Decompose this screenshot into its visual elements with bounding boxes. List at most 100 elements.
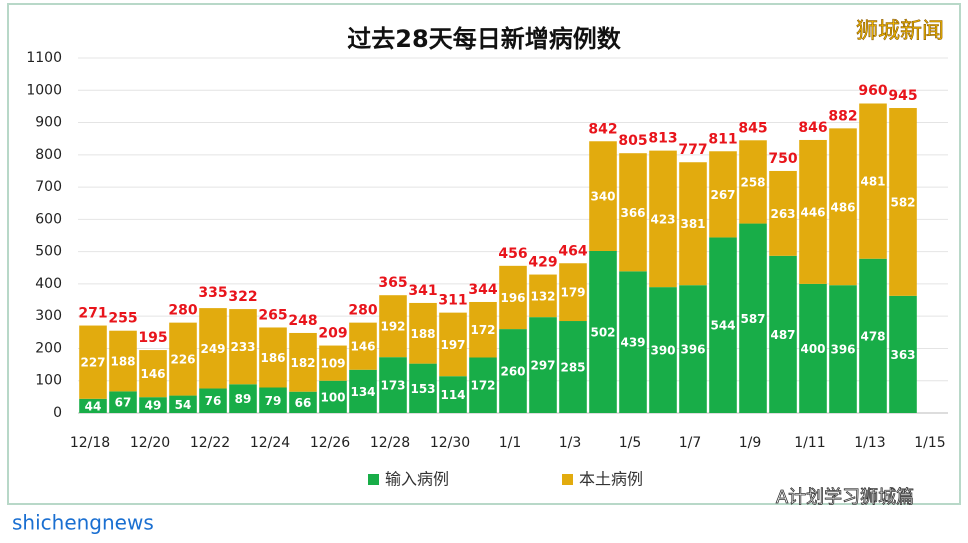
- value-label: 188: [110, 355, 135, 369]
- bar-segment: [499, 329, 527, 413]
- y-tick-label: 1100: [26, 50, 62, 66]
- total-label: 429: [528, 255, 557, 271]
- bar-segment: [379, 357, 407, 413]
- bar-segment: [319, 380, 347, 413]
- bar-segment: [769, 255, 797, 413]
- bar-segment: [829, 285, 857, 413]
- value-label: 226: [170, 353, 195, 367]
- value-label: 172: [470, 323, 495, 337]
- value-label: 54: [175, 398, 192, 412]
- value-label: 366: [620, 206, 645, 220]
- x-tick-label: 1/1: [499, 435, 522, 451]
- bar-segment: [709, 151, 737, 238]
- x-tick-label: 1/13: [854, 435, 885, 451]
- value-label: 502: [590, 325, 615, 339]
- total-label: 322: [228, 289, 257, 305]
- total-label: 255: [108, 311, 137, 327]
- value-label: 486: [830, 200, 855, 214]
- value-label: 260: [500, 365, 525, 379]
- x-tick-label: 1/11: [794, 435, 825, 451]
- bar-segment: [349, 322, 377, 370]
- value-label: 263: [770, 207, 795, 221]
- value-label: 285: [560, 361, 585, 375]
- bar-segment: [319, 345, 347, 381]
- bar-segment: [529, 317, 557, 413]
- value-label: 66: [295, 396, 312, 410]
- bar-segment: [139, 350, 167, 398]
- value-label: 172: [470, 379, 495, 393]
- value-label: 363: [890, 348, 915, 362]
- bar-segment: [79, 325, 107, 399]
- value-label: 227: [80, 356, 105, 370]
- value-label: 481: [860, 175, 885, 189]
- value-label: 400: [800, 342, 825, 356]
- y-tick-label: 800: [35, 147, 62, 163]
- value-label: 267: [710, 188, 735, 202]
- bar-segment: [199, 388, 227, 413]
- value-label: 134: [350, 385, 375, 399]
- bar-segment: [889, 108, 917, 296]
- bar-segment: [679, 285, 707, 413]
- total-label: 335: [198, 285, 227, 301]
- value-label: 196: [500, 291, 525, 305]
- y-tick-label: 900: [35, 115, 62, 131]
- total-label: 882: [828, 108, 857, 124]
- total-label: 960: [858, 83, 887, 99]
- value-label: 182: [290, 356, 315, 370]
- legend-swatch: [562, 474, 573, 485]
- total-label: 846: [798, 120, 827, 136]
- y-tick-label: 1000: [26, 82, 62, 98]
- frame: [7, 3, 961, 505]
- total-label: 811: [708, 131, 737, 147]
- bar-segment: [409, 302, 437, 364]
- x-tick-label: 12/28: [370, 435, 410, 451]
- x-tick-label: 12/24: [250, 435, 290, 451]
- x-tick-label: 12/26: [310, 435, 350, 451]
- total-label: 805: [618, 133, 647, 149]
- bar-segment: [409, 363, 437, 413]
- total-label: 813: [648, 131, 677, 147]
- value-label: 478: [860, 329, 885, 343]
- bar-segment: [589, 250, 617, 413]
- y-tick-label: 600: [35, 211, 62, 227]
- total-label: 344: [468, 282, 497, 298]
- value-label: 258: [740, 175, 765, 189]
- total-label: 341: [408, 283, 437, 299]
- bar-segment: [259, 387, 287, 413]
- value-label: 89: [235, 392, 252, 406]
- value-label: 544: [710, 319, 735, 333]
- bar-segment: [529, 274, 557, 318]
- wechat-watermark: A计划学习狮城篇: [776, 487, 914, 508]
- y-tick-label: 700: [35, 179, 62, 195]
- value-label: 173: [380, 379, 405, 393]
- total-label: 280: [168, 303, 197, 319]
- y-tick-label: 500: [35, 244, 62, 260]
- legend-label: 本土病例: [579, 470, 643, 489]
- total-label: 750: [768, 151, 797, 167]
- x-tick-label: 12/30: [430, 435, 470, 451]
- x-tick-label: 1/15: [914, 435, 945, 451]
- bar-segment: [559, 263, 587, 322]
- bar-segment: [799, 139, 827, 284]
- value-label: 79: [265, 394, 282, 408]
- bar-segment: [139, 397, 167, 413]
- value-label: 146: [140, 367, 165, 381]
- x-tick-label: 1/7: [679, 435, 702, 451]
- bar-segment: [259, 327, 287, 388]
- value-label: 67: [115, 396, 132, 410]
- value-label: 186: [260, 351, 285, 365]
- value-label: 439: [620, 336, 645, 350]
- bar-segment: [799, 283, 827, 413]
- total-label: 777: [678, 142, 707, 158]
- value-label: 197: [440, 338, 465, 352]
- value-label: 396: [680, 343, 705, 357]
- value-label: 109: [320, 357, 345, 371]
- bar-segment: [79, 398, 107, 413]
- value-label: 146: [350, 340, 375, 354]
- bar-segment: [709, 237, 737, 413]
- value-label: 423: [650, 212, 675, 226]
- site-watermark: shichengnews: [12, 511, 154, 535]
- value-label: 249: [200, 342, 225, 356]
- bar-segment: [679, 162, 707, 286]
